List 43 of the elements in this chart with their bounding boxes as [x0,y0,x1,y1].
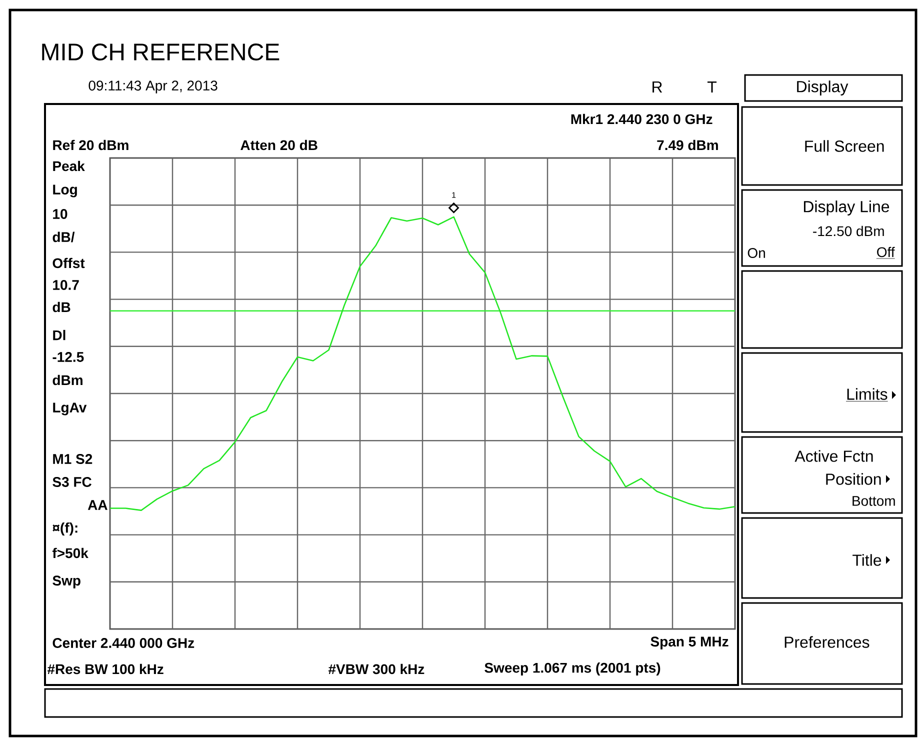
chart-title: MID CH REFERENCE [42,44,280,60]
text: -12.50 dBm [813,226,884,236]
text: T [707,81,717,92]
text: Position [826,473,881,485]
text: Title [852,554,882,566]
text: Dl [53,330,66,340]
text: Off [877,246,895,258]
text: 7.49 dBm [657,140,718,150]
text: Offst [52,258,85,268]
text: M1 S2 [53,454,92,464]
text: dBm [52,374,82,386]
text: #Res BW 100 kHz [47,664,164,674]
text: Bottom [852,496,895,506]
text: R [652,81,662,92]
text: Sweep 1.067 ms (2001 pts) [484,662,660,676]
text: Preferences [784,636,870,648]
text: f>50k [52,548,88,558]
text: AA [88,500,108,510]
text: 09:11:43 Apr 2, 2013 [88,80,218,94]
text: Mkr1 2.440 230 0 GHz [571,114,712,124]
annotation: 1 [452,192,456,198]
text: 10 [53,209,68,219]
text: Log [53,184,77,198]
text: S3 FC [52,477,92,487]
text: Center 2.440 000 GHz [52,638,194,648]
text: Full Screen [805,140,884,152]
text: 10.7 [53,280,79,290]
text: dB [52,302,70,312]
text: Peak [53,160,85,172]
text: dB/ [52,232,75,242]
text: Display Line [804,200,890,216]
text: Display [797,80,848,96]
text: ¤(f): [52,522,78,536]
text: -12.5 [52,352,84,362]
text: On [748,248,765,258]
text: LgAv [53,402,87,416]
text: Atten 20 dB [240,140,318,150]
text: Swp [52,576,80,588]
text: #VBW 300 kHz [328,664,424,674]
text: Limits [847,388,888,400]
text: Span 5 MHz [650,636,728,650]
text: Ref 20 dBm [53,140,128,150]
text: Active Fctn [794,450,873,462]
